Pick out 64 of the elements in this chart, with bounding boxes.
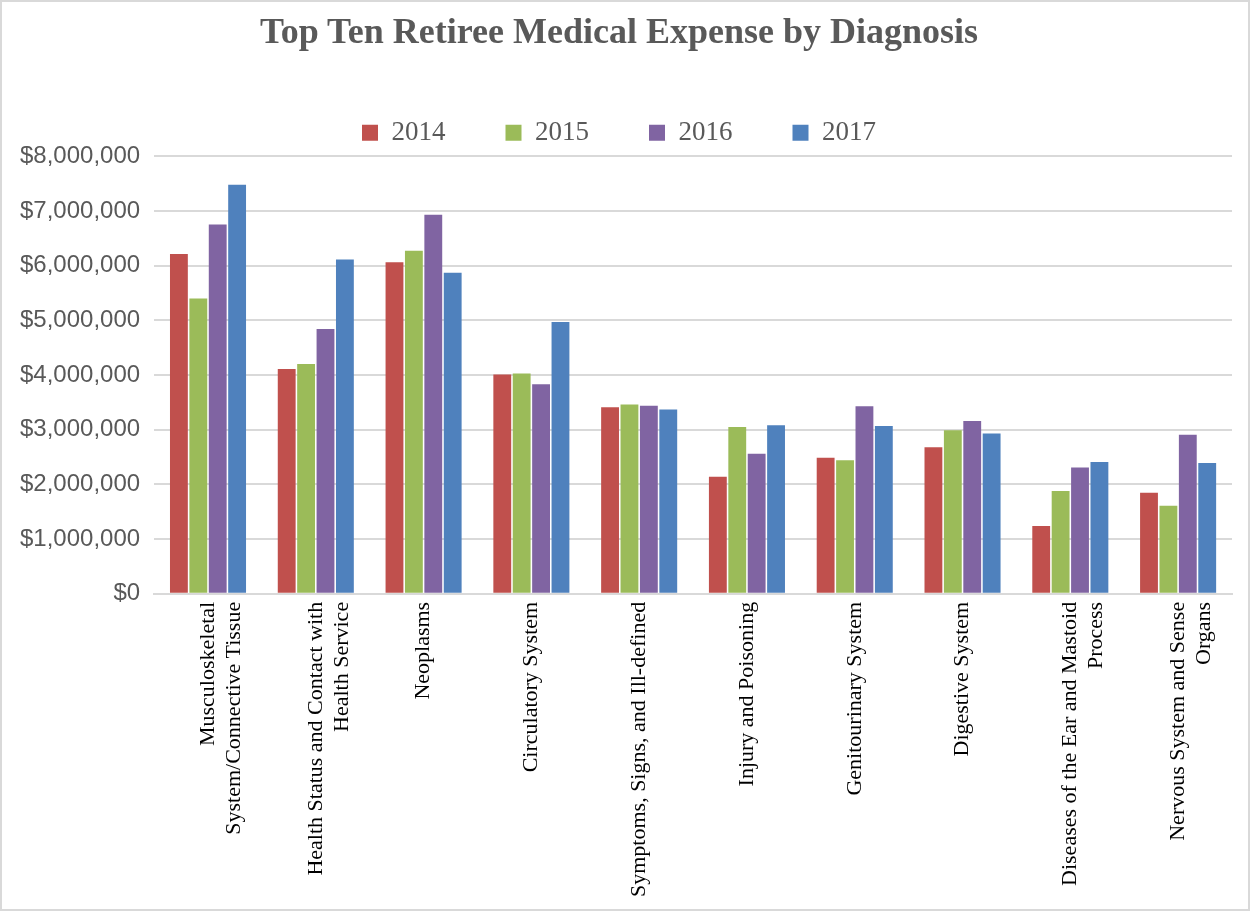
bar [659,409,678,593]
bar [189,298,208,593]
bar [385,262,404,593]
x-tick-label: Circulatory System [517,601,543,773]
bar [874,425,893,593]
bar [1159,505,1178,593]
bar [169,254,188,593]
bar [708,476,727,593]
bar [1140,492,1158,593]
bar [424,214,443,593]
bar [728,426,747,593]
bar [816,457,835,593]
bar [551,321,570,593]
bar [335,259,354,593]
y-tick-label: $2,000,000 [19,469,141,497]
bar [924,447,943,593]
bar [855,406,874,593]
y-tick-label: $6,000,000 [19,250,141,278]
x-tick-label: Genitourinary System [840,601,866,796]
bar [208,224,227,593]
x-tick-label: Musculoskeletal System/Connective Tissue [193,601,246,835]
chart-title: Top Ten Retiree Medical Expense by Diagnosis [259,10,979,51]
bar [512,373,531,593]
bar [1178,434,1197,593]
bar [228,184,247,593]
bar [1051,491,1070,593]
bar [1032,526,1051,593]
y-tick-label: $3,000,000 [19,414,141,442]
bar [297,364,316,593]
x-tick-label: Neoplasms [409,601,435,700]
x-tick-label: Diseases of the Ear and Mastoid Process [1056,601,1108,886]
legend-label: 2015 [535,115,589,146]
y-tick-label: $7,000,000 [19,195,141,223]
y-tick-label: $5,000,000 [19,304,141,332]
bar [316,329,335,593]
y-tick-label: $0 [113,578,141,606]
bar [532,384,550,593]
y-tick-label: $8,000,000 [19,140,141,168]
x-tick-label: Nervous System and Sense Organs [1163,601,1216,841]
bar [1090,462,1109,593]
bar [836,460,854,593]
x-tick-label: Injury and Poisoning [732,601,758,787]
bar [404,250,423,593]
x-tick-label: Digestive System [948,601,974,757]
bar [747,453,766,593]
bar [620,404,639,593]
bar [1198,463,1217,593]
bar [943,430,962,593]
bar [767,425,785,593]
bar [963,420,982,593]
bar [601,407,619,593]
x-tick-label: Symptoms, Signs, and Ill-defined [624,601,650,897]
bar [277,369,296,593]
x-tick-label: Health Status and Contact with Health Service [301,601,353,876]
bar [1071,467,1089,593]
bar [493,374,512,593]
legend-label: 2014 [391,115,446,146]
bar [639,405,658,593]
bar [443,272,462,593]
bar [982,433,1001,593]
y-tick-label: $4,000,000 [19,359,141,387]
legend-label: 2016 [678,115,733,146]
legend-label: 2017 [822,115,876,146]
y-tick-label: $1,000,000 [19,523,141,551]
